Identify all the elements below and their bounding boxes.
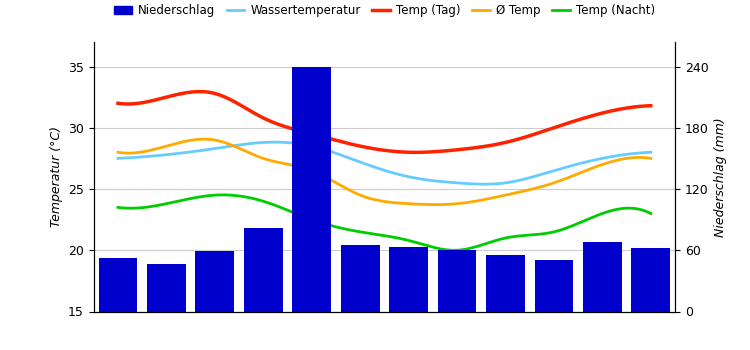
Bar (196, 251, 234, 312)
Bar (147, 264, 186, 312)
Bar (583, 242, 622, 312)
Bar (535, 260, 573, 312)
Y-axis label: Niederschlag (mm): Niederschlag (mm) (714, 117, 728, 237)
Bar (98, 258, 137, 312)
Y-axis label: Temperatur (°C): Temperatur (°C) (50, 126, 62, 227)
Bar (340, 245, 380, 312)
Bar (438, 250, 476, 312)
Bar (244, 228, 283, 312)
Bar (292, 66, 331, 312)
Bar (486, 256, 525, 312)
Legend: Niederschlag, Wassertemperatur, Temp (Tag), Ø Temp, Temp (Nacht): Niederschlag, Wassertemperatur, Temp (Ta… (110, 0, 659, 22)
Bar (389, 247, 428, 312)
Bar (632, 248, 670, 312)
